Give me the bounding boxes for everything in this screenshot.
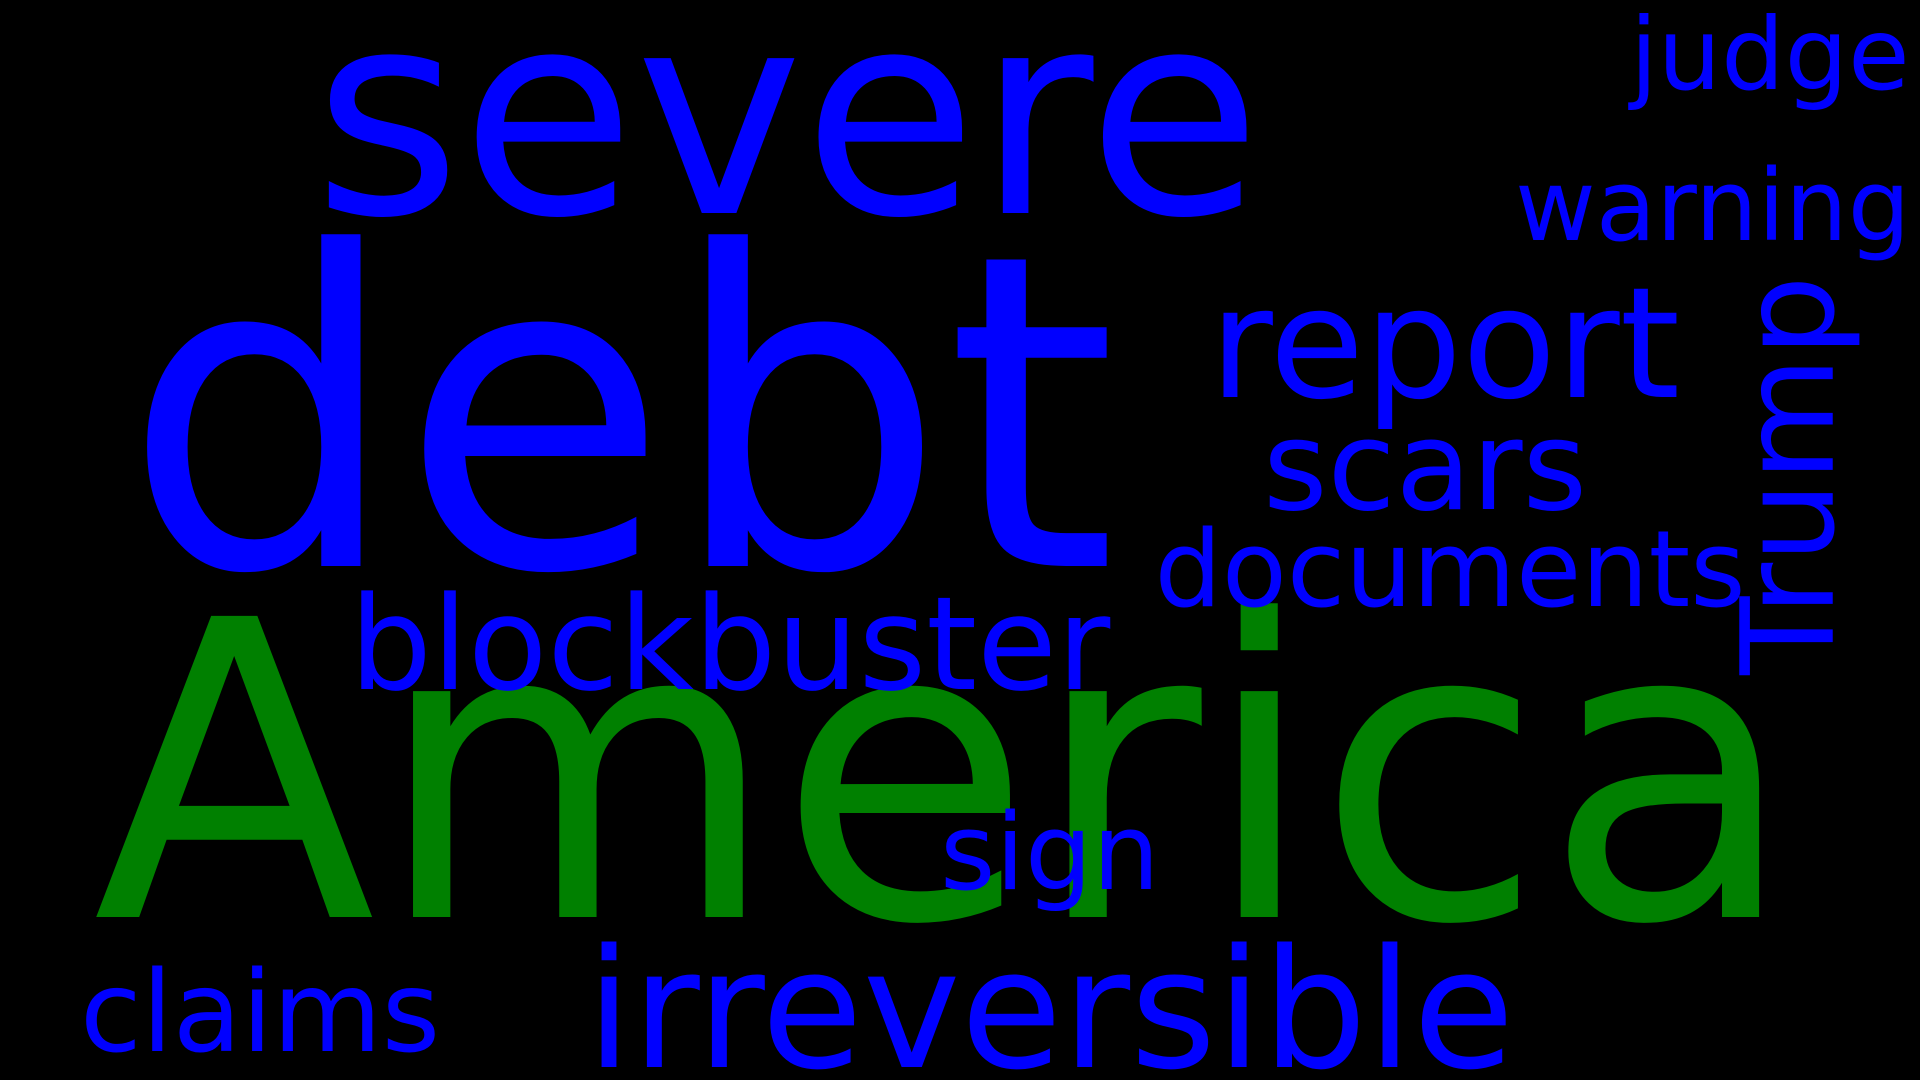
word-warning: warning [1515,149,1911,264]
word-judge: judge [1630,0,1910,113]
word-severe: severe [313,0,1262,280]
word-claims: claims [80,947,441,1078]
word-scars: scars [1263,394,1588,539]
word-irreversible: irreversible [586,913,1515,1080]
word-documents: documents [1154,508,1746,632]
word-america: America [93,534,1797,1015]
word-sign: sign [940,790,1160,915]
word-debt: debt [123,160,1118,669]
word-blockbuster: blockbuster [349,569,1111,720]
word-report: report [1209,255,1681,434]
word-trump: Trump [1714,275,1864,675]
